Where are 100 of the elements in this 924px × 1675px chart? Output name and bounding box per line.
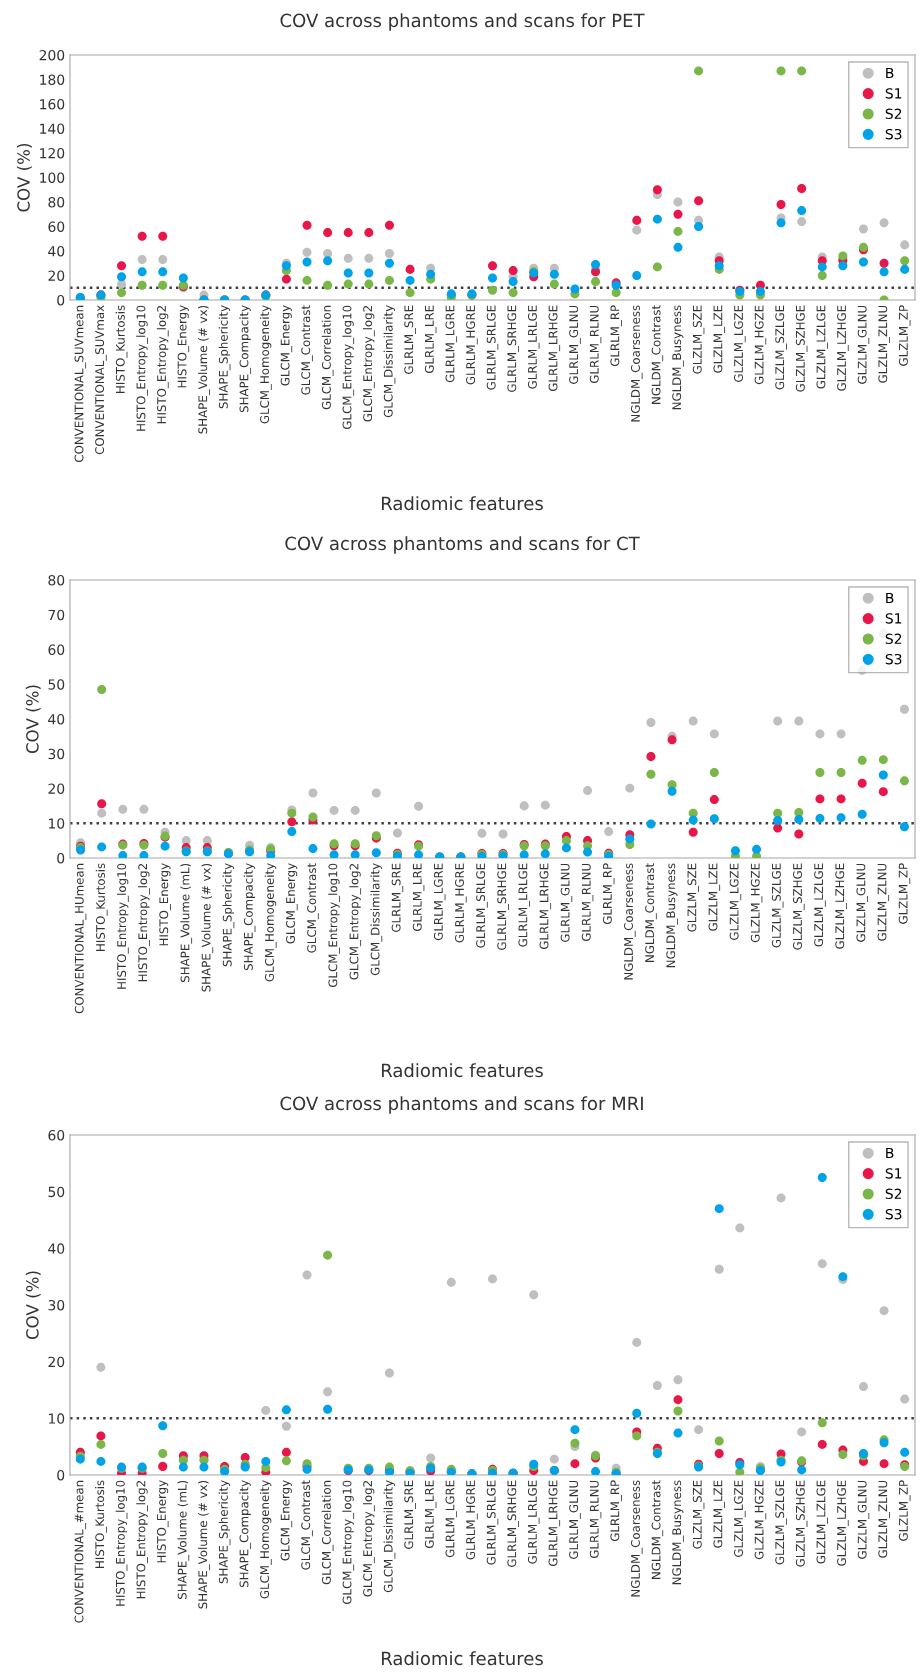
- x-tick-label: HISTO_Energy: [156, 1480, 169, 1563]
- x-tick-label: GLRLM_RP: [610, 1480, 622, 1542]
- y-tick-label: 40: [48, 1243, 65, 1254]
- y-tick-label: 0: [57, 1469, 65, 1481]
- x-tick-label: GLRLM_SRE: [391, 863, 404, 932]
- x-tick-label: GLRLM_SRE: [404, 305, 416, 374]
- y-tick-label: 180: [40, 74, 65, 85]
- x-tick-label: GLZLM_LGZE: [734, 305, 746, 382]
- x-axis-title: Radiomic features: [381, 1651, 543, 1666]
- x-tick-label: HISTO_Entropy_log10: [136, 305, 149, 431]
- legend-label: S3: [885, 653, 902, 665]
- x-tick-label: NGLDM_Coarseness: [631, 1480, 643, 1597]
- y-tick-label: 10: [48, 1413, 65, 1424]
- x-tick-label: GLRLM_HGRE: [455, 863, 467, 943]
- x-tick-label: GLZLM_SZE: [687, 863, 699, 932]
- x-tick-label: GLCM_Entropy_log10: [342, 1480, 355, 1605]
- x-tick-label: GLZLM_LZLGE: [816, 1480, 829, 1564]
- y-tick-label: 20: [48, 270, 65, 281]
- x-tick-label: GLZLM_GLNU: [856, 863, 868, 942]
- x-tick-label: SHAPE_Sphericity: [218, 305, 231, 409]
- x-tick-label: GLCM_Homogeneity: [259, 1480, 272, 1599]
- x-tick-label: GLRLM_SRLGE: [486, 305, 499, 390]
- x-tick-label: GLRLM_SRLGE: [476, 863, 488, 948]
- legend-label: S3: [885, 1208, 902, 1220]
- y-tick-label: 120: [40, 147, 65, 159]
- x-tick-label: NGLDM_Coarseness: [631, 305, 643, 422]
- x-tick-label: GLZLM_SZHGE: [795, 1480, 808, 1567]
- x-tick-label: GLCM_Entropy_log10: [328, 863, 340, 988]
- x-tick-label: HISTO_Entropy_log2: [138, 864, 150, 982]
- y-tick-label: 60: [48, 644, 65, 655]
- y-tick-label: 140: [40, 123, 65, 134]
- y-tick-label: 80: [48, 196, 65, 208]
- x-tick-label: GLRLM_RLNU: [589, 305, 602, 384]
- x-tick-label: GLZLM_LZHGE: [837, 1480, 849, 1566]
- x-tick-label: GLZLM_ZLNU: [878, 305, 890, 383]
- x-tick-label: GLZLM_ZP: [898, 305, 911, 366]
- x-tick-label: GLRLM_SRE: [404, 1480, 416, 1549]
- x-tick-label: GLCM_Homogeneity: [264, 863, 277, 982]
- y-tick-label: 0: [57, 852, 65, 864]
- x-tick-label: GLCM_Entropy_log2: [349, 864, 362, 980]
- x-tick-label: GLRLM_SRHGE: [497, 863, 509, 950]
- x-tick-label: GLZLM_ZLNU: [878, 1480, 890, 1558]
- chart-title: COV across phantoms and scans for CT: [285, 536, 640, 554]
- x-tick-label: GLCM_Contrast: [301, 1480, 313, 1570]
- x-tick-label: GLRLM_LRE: [412, 863, 425, 932]
- x-tick-label: GLRLM_LGRE: [445, 1480, 458, 1558]
- x-tick-label: SHAPE_Sphericity: [218, 1480, 231, 1584]
- x-tick-label: GLZLM_GLNU: [857, 305, 870, 384]
- legend-label: S1: [885, 1168, 902, 1179]
- x-tick-label: GLCM_Homogeneity: [259, 305, 272, 424]
- y-tick-label: 20: [48, 783, 65, 794]
- x-tick-label: SHAPE_Volume (# vx): [198, 1480, 210, 1609]
- x-tick-label: NGLDM_Busyness: [672, 305, 684, 410]
- x-tick-label: HISTO_Entropy_log2: [156, 306, 169, 424]
- x-tick-label: SHAPE_Volume (# vx): [201, 863, 214, 992]
- x-tick-label: GLZLM_LZE: [713, 305, 725, 373]
- x-tick-label: GLZLM_LGZE: [734, 1480, 746, 1557]
- legend-label: S3: [885, 128, 902, 140]
- x-tick-label: GLZLM_LZLGE: [816, 305, 829, 389]
- x-tick-label: GLCM_Entropy_log2: [362, 306, 375, 422]
- x-tick-label: NGLDM_Busyness: [672, 1480, 684, 1585]
- x-tick-label: SHAPE_Compacity: [239, 305, 252, 413]
- chart-title: COV across phantoms and scans for PET: [280, 13, 645, 31]
- y-tick-label: 60: [48, 221, 65, 232]
- legend-label: S1: [885, 613, 902, 624]
- x-tick-label: GLZLM_LZE: [713, 1480, 725, 1548]
- x-tick-label: SHAPE_Compacity: [239, 1480, 252, 1588]
- legend-label: S2: [885, 1188, 902, 1200]
- x-tick-label: GLZLM_HGZE: [750, 863, 763, 943]
- x-tick-label: GLZLM_SZE: [692, 305, 705, 374]
- x-tick-label: GLCM_Correlation: [321, 1480, 334, 1585]
- y-tick-label: 50: [48, 679, 65, 690]
- y-tick-label: 160: [40, 98, 65, 110]
- x-tick-label: NGLDM_Contrast: [651, 1480, 664, 1579]
- x-tick-label: GLRLM_HGRE: [466, 1480, 478, 1560]
- x-tick-label: GLCM_Dissimilarity: [383, 305, 396, 418]
- x-tick-label: SHAPE_Volume (mL): [180, 863, 193, 982]
- x-tick-label: GLRLM_LRLGE: [527, 1480, 540, 1564]
- x-tick-label: GLZLM_HGZE: [754, 1480, 767, 1560]
- x-tick-label: GLRLM_LRHGE: [539, 863, 552, 950]
- y-tick-label: 10: [48, 818, 65, 829]
- legend-label: B: [886, 592, 894, 604]
- x-tick-label: GLZLM_LZHGE: [837, 305, 849, 391]
- y-tick-label: 80: [48, 574, 65, 586]
- x-tick-label: GLZLM_SZLGE: [775, 305, 787, 390]
- y-tick-label: 60: [48, 1129, 65, 1141]
- x-tick-label: GLCM_Energy: [280, 1480, 293, 1561]
- x-tick-label: GLCM_Entropy_log2: [362, 1481, 375, 1597]
- x-tick-label: GLZLM_LZLGE: [814, 863, 826, 947]
- x-tick-label: CONVENTIONAL_#mean: [74, 1480, 87, 1623]
- x-tick-label: GLRLM_LRHGE: [548, 1480, 561, 1567]
- x-tick-label: GLCM_Entropy_log10: [342, 305, 355, 430]
- x-tick-label: GLZLM_LZE: [708, 863, 721, 931]
- x-tick-label: GLRLM_LRE: [424, 1480, 437, 1549]
- x-tick-label: GLRLM_GLNU: [569, 305, 581, 384]
- x-tick-label: GLRLM_RP: [610, 305, 622, 367]
- x-tick-label: GLRLM_LRE: [424, 305, 437, 374]
- x-tick-label: CONVENTIONAL_HUmean: [74, 863, 87, 1014]
- x-tick-label: GLZLM_LGZE: [729, 863, 742, 940]
- x-tick-label: CONVENTIONAL_SUVmax: [95, 305, 107, 455]
